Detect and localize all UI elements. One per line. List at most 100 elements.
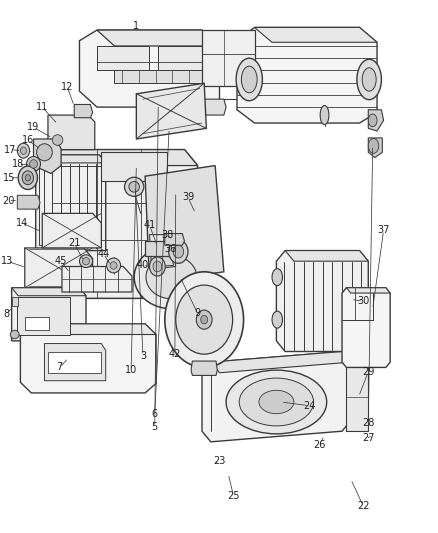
Text: 41: 41 xyxy=(143,220,155,230)
Text: 12: 12 xyxy=(61,82,73,92)
Text: 15: 15 xyxy=(3,173,16,183)
Polygon shape xyxy=(97,30,219,46)
Text: 17: 17 xyxy=(4,144,17,155)
Ellipse shape xyxy=(106,258,120,273)
Polygon shape xyxy=(20,324,155,393)
Ellipse shape xyxy=(22,171,33,184)
Polygon shape xyxy=(33,139,61,174)
Polygon shape xyxy=(201,99,226,115)
Text: 10: 10 xyxy=(125,365,137,375)
Polygon shape xyxy=(149,235,175,269)
Polygon shape xyxy=(237,27,376,123)
Polygon shape xyxy=(191,361,217,375)
Polygon shape xyxy=(51,131,77,149)
Text: 9: 9 xyxy=(194,308,200,318)
Text: 44: 44 xyxy=(97,249,110,259)
Polygon shape xyxy=(62,266,132,292)
Text: 5: 5 xyxy=(151,422,158,432)
Text: 45: 45 xyxy=(55,256,67,266)
Polygon shape xyxy=(145,241,171,256)
Polygon shape xyxy=(53,150,197,166)
Polygon shape xyxy=(35,155,106,251)
Text: 16: 16 xyxy=(21,135,34,145)
Text: 25: 25 xyxy=(227,491,239,501)
Text: 20: 20 xyxy=(2,196,15,206)
Polygon shape xyxy=(53,150,197,298)
Polygon shape xyxy=(210,351,350,373)
Ellipse shape xyxy=(319,106,328,125)
Polygon shape xyxy=(285,251,367,261)
Ellipse shape xyxy=(200,316,207,324)
Text: 13: 13 xyxy=(1,256,13,266)
Ellipse shape xyxy=(367,114,376,127)
Polygon shape xyxy=(17,195,40,209)
Polygon shape xyxy=(79,30,219,107)
Polygon shape xyxy=(12,297,18,306)
Text: 30: 30 xyxy=(356,296,368,306)
Polygon shape xyxy=(42,213,101,248)
Ellipse shape xyxy=(168,240,187,263)
Bar xyxy=(39,166,101,245)
Text: 8: 8 xyxy=(3,309,9,319)
Text: 39: 39 xyxy=(181,192,194,203)
Ellipse shape xyxy=(164,272,243,367)
Ellipse shape xyxy=(152,261,161,272)
Text: 21: 21 xyxy=(68,238,80,248)
Ellipse shape xyxy=(129,182,139,192)
Ellipse shape xyxy=(124,177,144,196)
Polygon shape xyxy=(276,251,367,351)
Ellipse shape xyxy=(17,143,29,158)
Ellipse shape xyxy=(241,66,257,93)
Polygon shape xyxy=(48,115,95,150)
Ellipse shape xyxy=(367,139,378,154)
Ellipse shape xyxy=(18,166,37,189)
Polygon shape xyxy=(136,83,206,139)
Ellipse shape xyxy=(361,68,375,91)
Ellipse shape xyxy=(79,255,92,268)
Polygon shape xyxy=(146,255,196,298)
Text: 3: 3 xyxy=(140,351,146,361)
Polygon shape xyxy=(158,46,219,70)
Ellipse shape xyxy=(26,157,40,172)
Polygon shape xyxy=(201,30,254,86)
Ellipse shape xyxy=(110,262,117,269)
Text: 7: 7 xyxy=(57,362,63,373)
Text: 24: 24 xyxy=(302,401,314,411)
Text: 29: 29 xyxy=(361,367,374,377)
Ellipse shape xyxy=(173,245,183,258)
Text: 1: 1 xyxy=(133,21,139,31)
Text: 37: 37 xyxy=(377,225,389,236)
Text: 36: 36 xyxy=(164,245,176,254)
Polygon shape xyxy=(201,351,350,442)
Polygon shape xyxy=(346,288,389,293)
Ellipse shape xyxy=(356,59,381,100)
Text: 14: 14 xyxy=(15,218,28,228)
Text: 23: 23 xyxy=(213,456,225,466)
Polygon shape xyxy=(44,344,106,381)
Text: 38: 38 xyxy=(160,230,173,240)
Text: 6: 6 xyxy=(151,409,157,419)
Text: 26: 26 xyxy=(312,440,325,450)
Polygon shape xyxy=(254,27,376,42)
Polygon shape xyxy=(341,288,389,367)
Polygon shape xyxy=(151,255,173,266)
Polygon shape xyxy=(74,104,92,118)
Polygon shape xyxy=(12,288,86,341)
Polygon shape xyxy=(145,166,223,282)
Ellipse shape xyxy=(258,390,293,414)
Ellipse shape xyxy=(272,269,282,286)
Text: 22: 22 xyxy=(356,500,368,511)
Polygon shape xyxy=(114,70,201,83)
Ellipse shape xyxy=(20,147,26,155)
Ellipse shape xyxy=(196,310,212,329)
Polygon shape xyxy=(25,248,92,288)
Ellipse shape xyxy=(29,160,37,168)
Ellipse shape xyxy=(25,175,30,181)
Text: 11: 11 xyxy=(36,102,48,112)
Polygon shape xyxy=(346,362,367,431)
Text: 27: 27 xyxy=(361,433,374,442)
Polygon shape xyxy=(12,288,86,296)
Ellipse shape xyxy=(82,257,89,265)
Text: 18: 18 xyxy=(12,159,24,169)
Polygon shape xyxy=(31,324,155,335)
